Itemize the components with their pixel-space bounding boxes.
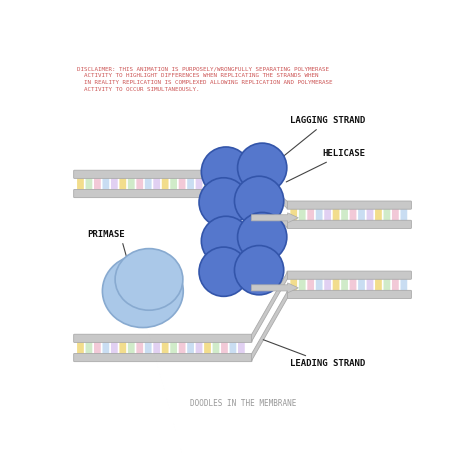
Text: LAGGING STRAND: LAGGING STRAND <box>263 116 365 173</box>
FancyBboxPatch shape <box>162 341 169 355</box>
Circle shape <box>199 247 248 296</box>
FancyBboxPatch shape <box>299 278 306 291</box>
Polygon shape <box>251 190 288 228</box>
FancyArrow shape <box>251 213 298 223</box>
Text: LEADING STRAND: LEADING STRAND <box>263 340 365 368</box>
FancyBboxPatch shape <box>287 220 411 228</box>
FancyBboxPatch shape <box>153 341 160 355</box>
FancyBboxPatch shape <box>229 177 237 191</box>
FancyBboxPatch shape <box>128 341 135 355</box>
FancyBboxPatch shape <box>111 177 118 191</box>
FancyBboxPatch shape <box>212 177 219 191</box>
FancyBboxPatch shape <box>187 341 194 355</box>
Circle shape <box>199 178 248 227</box>
Circle shape <box>201 147 251 196</box>
Text: PRIMASE: PRIMASE <box>87 230 125 239</box>
FancyBboxPatch shape <box>145 341 152 355</box>
Polygon shape <box>251 272 288 342</box>
FancyBboxPatch shape <box>85 177 92 191</box>
FancyBboxPatch shape <box>73 354 252 362</box>
Polygon shape <box>251 291 288 361</box>
FancyBboxPatch shape <box>229 341 237 355</box>
FancyBboxPatch shape <box>341 208 348 221</box>
Circle shape <box>235 176 284 226</box>
Ellipse shape <box>115 248 183 310</box>
FancyBboxPatch shape <box>170 177 177 191</box>
FancyBboxPatch shape <box>333 278 339 291</box>
FancyBboxPatch shape <box>221 177 228 191</box>
FancyBboxPatch shape <box>392 208 399 221</box>
FancyBboxPatch shape <box>324 208 331 221</box>
FancyBboxPatch shape <box>238 177 245 191</box>
FancyBboxPatch shape <box>73 334 252 342</box>
FancyBboxPatch shape <box>299 208 306 221</box>
FancyBboxPatch shape <box>383 208 390 221</box>
FancyBboxPatch shape <box>350 208 356 221</box>
FancyBboxPatch shape <box>102 177 109 191</box>
FancyBboxPatch shape <box>333 208 339 221</box>
FancyBboxPatch shape <box>162 177 169 191</box>
FancyBboxPatch shape <box>179 341 185 355</box>
FancyBboxPatch shape <box>307 278 314 291</box>
FancyBboxPatch shape <box>204 177 211 191</box>
FancyBboxPatch shape <box>111 341 118 355</box>
FancyBboxPatch shape <box>287 271 411 279</box>
FancyBboxPatch shape <box>341 278 348 291</box>
Circle shape <box>201 216 251 265</box>
FancyBboxPatch shape <box>73 190 252 198</box>
FancyBboxPatch shape <box>187 177 194 191</box>
FancyBboxPatch shape <box>375 208 382 221</box>
FancyBboxPatch shape <box>221 341 228 355</box>
FancyBboxPatch shape <box>375 278 382 291</box>
FancyBboxPatch shape <box>383 278 390 291</box>
FancyBboxPatch shape <box>137 177 143 191</box>
FancyBboxPatch shape <box>119 341 126 355</box>
FancyBboxPatch shape <box>73 170 252 178</box>
FancyBboxPatch shape <box>77 341 84 355</box>
Circle shape <box>237 212 287 262</box>
FancyBboxPatch shape <box>145 177 152 191</box>
FancyBboxPatch shape <box>366 208 374 221</box>
Text: DISCLAIMER: THIS ANIMATION IS PURPOSELY/WRONGFULLY SEPARATING POLYMERASE
  ACTIV: DISCLAIMER: THIS ANIMATION IS PURPOSELY/… <box>77 66 333 92</box>
FancyArrow shape <box>251 283 298 293</box>
FancyBboxPatch shape <box>85 341 92 355</box>
Ellipse shape <box>102 255 183 328</box>
FancyBboxPatch shape <box>392 278 399 291</box>
FancyBboxPatch shape <box>179 177 185 191</box>
FancyBboxPatch shape <box>316 278 322 291</box>
Polygon shape <box>251 171 288 209</box>
FancyBboxPatch shape <box>287 201 411 209</box>
FancyBboxPatch shape <box>77 177 84 191</box>
FancyBboxPatch shape <box>196 177 202 191</box>
FancyBboxPatch shape <box>401 208 407 221</box>
FancyBboxPatch shape <box>307 208 314 221</box>
FancyBboxPatch shape <box>128 177 135 191</box>
FancyBboxPatch shape <box>102 341 109 355</box>
FancyBboxPatch shape <box>196 341 202 355</box>
FancyBboxPatch shape <box>204 341 211 355</box>
Text: DOODLES IN THE MEMBRANE: DOODLES IN THE MEMBRANE <box>190 399 296 408</box>
FancyBboxPatch shape <box>358 278 365 291</box>
FancyBboxPatch shape <box>137 341 143 355</box>
FancyBboxPatch shape <box>291 278 297 291</box>
FancyBboxPatch shape <box>170 341 177 355</box>
Circle shape <box>237 143 287 192</box>
FancyBboxPatch shape <box>358 208 365 221</box>
FancyBboxPatch shape <box>316 208 322 221</box>
FancyBboxPatch shape <box>401 278 407 291</box>
FancyBboxPatch shape <box>212 341 219 355</box>
FancyBboxPatch shape <box>94 177 101 191</box>
FancyBboxPatch shape <box>324 278 331 291</box>
FancyBboxPatch shape <box>291 208 297 221</box>
FancyBboxPatch shape <box>94 341 101 355</box>
Text: HELICASE: HELICASE <box>286 149 365 182</box>
FancyBboxPatch shape <box>287 291 411 299</box>
FancyBboxPatch shape <box>119 177 126 191</box>
Circle shape <box>235 246 284 295</box>
FancyBboxPatch shape <box>366 278 374 291</box>
FancyBboxPatch shape <box>153 177 160 191</box>
FancyBboxPatch shape <box>350 278 356 291</box>
FancyBboxPatch shape <box>238 341 245 355</box>
